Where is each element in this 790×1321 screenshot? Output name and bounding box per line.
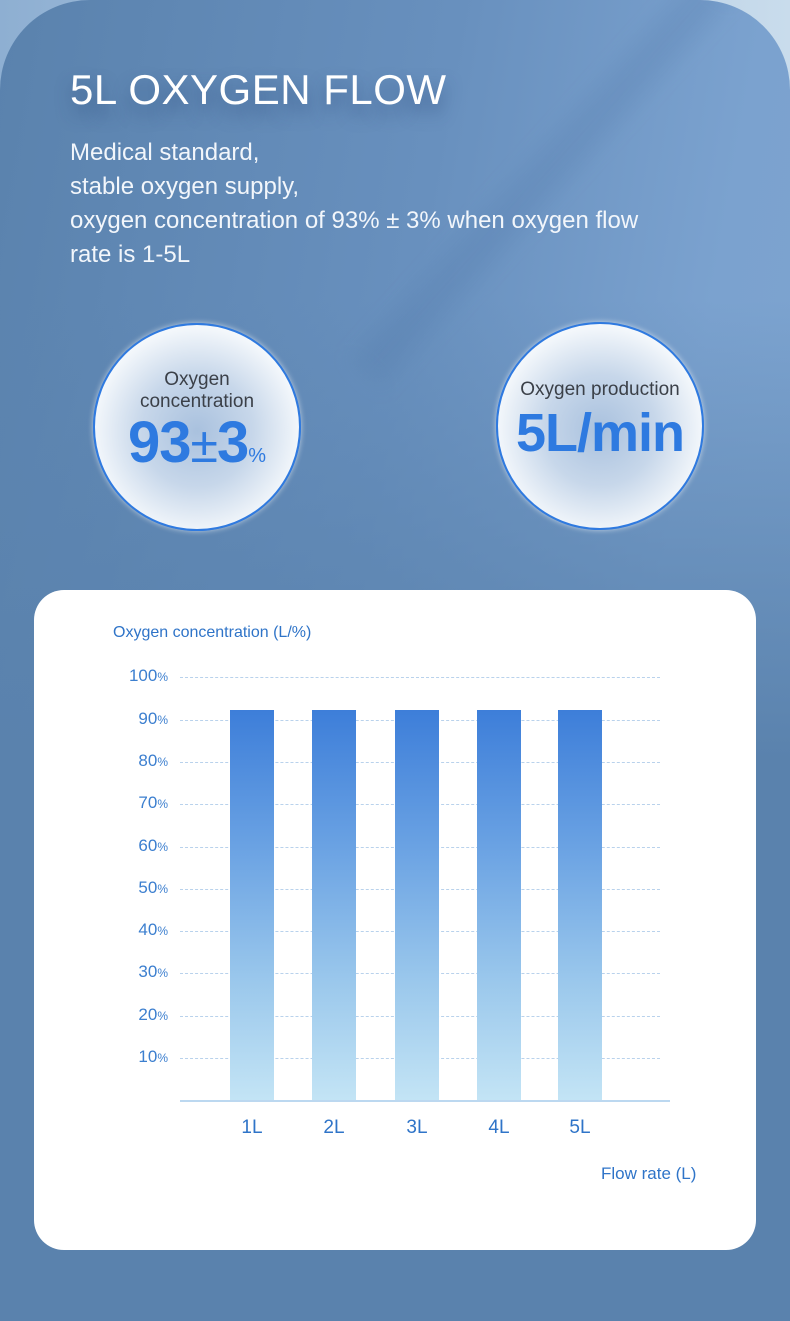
x-axis-line bbox=[180, 1100, 670, 1102]
x-tick: 5L bbox=[569, 1117, 591, 1138]
description-line: rate is 1-5L bbox=[70, 241, 191, 268]
badge-label: Oxygen concentration bbox=[95, 369, 299, 413]
y-tick: 100% bbox=[128, 666, 168, 685]
gridline bbox=[180, 677, 660, 678]
bar-5L bbox=[558, 710, 602, 1100]
badge-label: Oxygen production bbox=[520, 379, 680, 400]
y-tick: 50% bbox=[138, 878, 168, 897]
y-tick: 70% bbox=[138, 793, 168, 812]
badge-label-line: Oxygen bbox=[164, 369, 230, 390]
plus-minus-symbol: ± bbox=[190, 417, 218, 473]
bar-1L bbox=[230, 710, 274, 1100]
x-tick: 2L bbox=[323, 1117, 345, 1138]
y-tick: 80% bbox=[138, 751, 168, 770]
oxygen-concentration-badge: Oxygen concentration 93±3% bbox=[93, 323, 301, 531]
x-axis-title: Flow rate (L) bbox=[601, 1164, 697, 1183]
bar-3L bbox=[395, 710, 439, 1100]
value-unit: % bbox=[248, 445, 267, 467]
x-tick: 4L bbox=[488, 1117, 510, 1138]
description-line: oxygen concentration of 93% ± 3% when ox… bbox=[70, 207, 639, 234]
value-main: 93 bbox=[127, 410, 192, 475]
badge-value: 5L/min bbox=[515, 403, 685, 463]
x-tick: 1L bbox=[241, 1117, 263, 1138]
page-title: 5L OXYGEN FLOW bbox=[70, 66, 447, 113]
y-tick: 40% bbox=[138, 920, 168, 939]
oxygen-production-badge: Oxygen production 5L/min bbox=[496, 322, 704, 530]
chart-card: Oxygen concentration (L/%) 100% 90% 80% … bbox=[34, 590, 756, 1250]
y-tick: 10% bbox=[138, 1047, 168, 1066]
x-tick: 3L bbox=[406, 1117, 428, 1138]
y-tick: 20% bbox=[138, 1005, 168, 1024]
bar-2L bbox=[312, 710, 356, 1100]
badge-value: 93±3% bbox=[95, 413, 299, 486]
y-tick: 60% bbox=[138, 836, 168, 855]
chart-title: Oxygen concentration (L/%) bbox=[113, 624, 312, 641]
description-line: stable oxygen supply, bbox=[70, 173, 300, 200]
y-tick: 30% bbox=[138, 962, 168, 981]
description: Medical standard, stable oxygen supply, … bbox=[70, 136, 770, 272]
description-line: Medical standard, bbox=[70, 139, 260, 166]
bar-4L bbox=[477, 710, 521, 1100]
badge-label-line: concentration bbox=[139, 391, 255, 412]
value-tolerance: 3 bbox=[216, 410, 249, 475]
y-tick: 90% bbox=[138, 709, 168, 728]
